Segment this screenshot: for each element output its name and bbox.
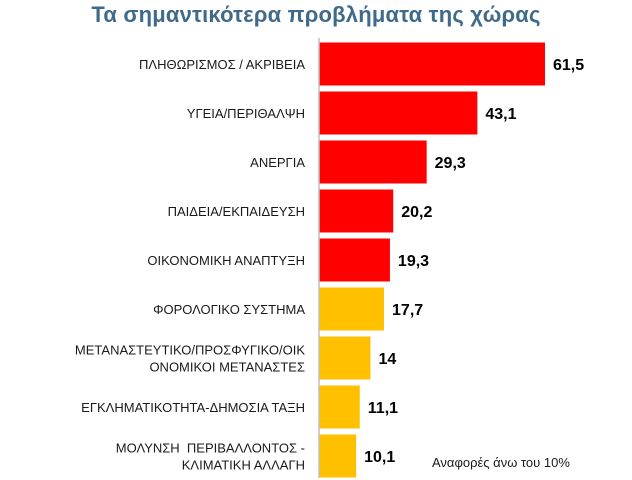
chart-annotation: Αναφορές άνω του 10% [432, 455, 570, 470]
bar [319, 434, 357, 478]
chart-title: Τα σημαντικότερα προβλήματα της χώρας [91, 2, 541, 27]
category-label: ΕΓΚΛΗΜΑΤΙΚΟΤΗΤΑ-ΔΗΜΟΣΙΑ ΤΑΞΗ [81, 400, 305, 415]
bar [319, 238, 390, 282]
category-label-line: ΟΝΟΜΙΚΟΙ ΜΕΤΑΝΑΣΤΕΣ [149, 360, 305, 375]
value-label: 29,3 [435, 155, 466, 172]
value-label: 61,5 [553, 57, 584, 74]
bar [319, 189, 394, 233]
category-label-line: ΜΕΤΑΝΑΣΤΕΥΤΙΚΟ/ΠΡΟΣΦΥΓΙΚΟ/ΟΙΚ [75, 343, 305, 358]
value-label: 17,7 [392, 302, 423, 319]
bar [319, 336, 371, 380]
value-label: 14 [378, 351, 396, 368]
bars-group [319, 42, 545, 478]
category-label: ΥΓΕΙΑ/ΠΕΡΙΘΑΛΨΗ [187, 106, 305, 121]
value-label: 10,1 [364, 449, 395, 466]
value-label: 43,1 [485, 106, 516, 123]
category-label: ΜΟΛΥΝΣΗ ΠΕΡΙΒΑΛΛΟΝΤΟΣ - ΚΛΙΜΑΤΙΚΗ ΑΛΛΑΓΗ [116, 441, 305, 473]
category-label: ΜΕΤΑΝΑΣΤΕΥΤΙΚΟ/ΠΡΟΣΦΥΓΙΚΟ/ΟΙΚ ΟΝΟΜΙΚΟΙ ΜΕ… [75, 343, 305, 375]
bar [319, 287, 385, 331]
value-label: 11,1 [368, 400, 398, 417]
bar [319, 42, 545, 86]
bar [319, 385, 360, 429]
category-label: ΠΑΙΔΕΙΑ/ΕΚΠΑΙΔΕΥΣΗ [168, 204, 305, 219]
value-label: 20,2 [401, 204, 432, 221]
bar [319, 140, 427, 184]
category-label: ΠΛΗΘΩΡΙΣΜΟΣ / ΑΚΡΙΒΕΙΑ [139, 57, 305, 72]
category-label-line: ΚΛΙΜΑΤΙΚΗ ΑΛΛΑΓΗ [182, 458, 305, 473]
value-label: 19,3 [398, 253, 429, 270]
category-label: ΑΝΕΡΓΙΑ [250, 155, 305, 170]
category-label-line: ΜΟΛΥΝΣΗ ΠΕΡΙΒΑΛΛΟΝΤΟΣ - [116, 441, 305, 456]
category-label: ΦΟΡΟΛΟΓΙΚΟ ΣΥΣΤΗΜΑ [153, 302, 305, 317]
value-labels-group: 61,5 43,1 29,3 20,2 19,3 17,7 14 11,1 10,1 [364, 57, 584, 466]
category-label: ΟΙΚΟΝΟΜΙΚΗ ΑΝΑΠΤΥΞΗ [147, 253, 305, 268]
category-labels-group: ΠΛΗΘΩΡΙΣΜΟΣ / ΑΚΡΙΒΕΙΑ ΥΓΕΙΑ/ΠΕΡΙΘΑΛΨΗ ΑΝΕ… [75, 57, 305, 473]
bar [319, 91, 478, 135]
